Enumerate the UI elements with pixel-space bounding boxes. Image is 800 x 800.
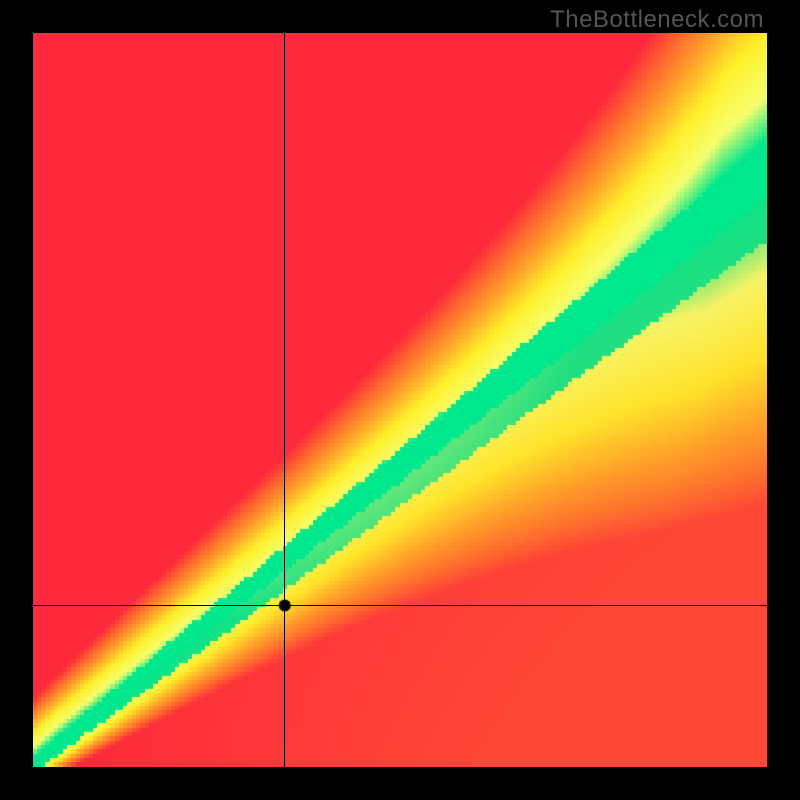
chart-container: TheBottleneck.com bbox=[0, 0, 800, 800]
attribution-text: TheBottleneck.com bbox=[550, 6, 764, 34]
heatmap-plot bbox=[33, 33, 767, 767]
crosshair-dot bbox=[33, 33, 767, 767]
